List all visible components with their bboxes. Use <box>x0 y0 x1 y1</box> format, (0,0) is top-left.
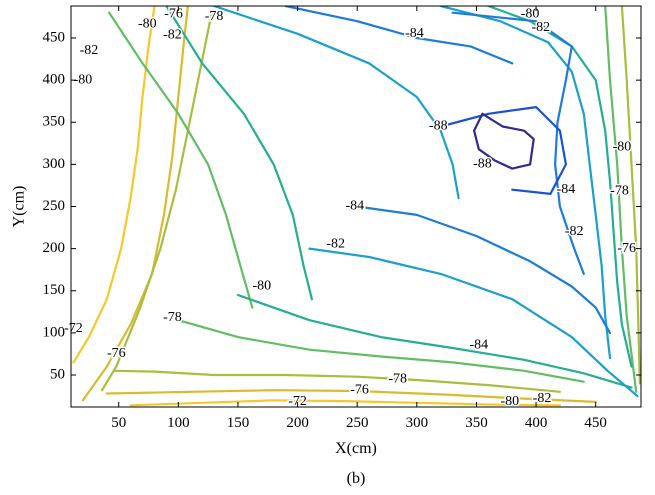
x-tick-label: 400 <box>525 415 548 431</box>
contour-line <box>620 6 641 385</box>
x-tick-label: 300 <box>406 415 429 431</box>
y-tick-label: 50 <box>50 366 65 382</box>
contour-line <box>473 112 535 170</box>
contour-label: -78 <box>205 9 224 24</box>
x-tick-label: 50 <box>111 415 126 431</box>
contour-label: -80 <box>74 72 93 87</box>
contour-label: -80 <box>500 394 519 409</box>
contour-line <box>129 399 562 407</box>
contour-line <box>284 6 514 65</box>
x-tick-label: 150 <box>227 415 250 431</box>
contour-label: -78 <box>163 310 182 325</box>
contour-line <box>81 6 189 402</box>
x-axis-ticks: 50 100 150 200 250 300 350 400 450 <box>111 6 607 431</box>
contour-label: -76 <box>164 7 183 22</box>
x-axis-title: X(cm) <box>335 440 377 457</box>
contour-label: -84 <box>345 199 364 214</box>
contour-label: -82 <box>533 391 552 406</box>
contour-line <box>236 293 633 389</box>
contour-line <box>604 6 638 393</box>
y-tick-label: 300 <box>43 156 66 172</box>
contour-labels: -76 -78-80-82 -84-80-82-82-80-88-88-84-82-… <box>63 5 638 410</box>
y-tick-label: 400 <box>43 72 66 88</box>
contour-label: -82 <box>80 43 99 58</box>
contour-label: -80 <box>252 279 271 294</box>
contour-label: -80 <box>138 17 157 32</box>
contour-line <box>177 319 585 383</box>
y-tick-label: 350 <box>43 114 66 130</box>
contour-line <box>165 6 313 301</box>
x-tick-label: 200 <box>286 415 309 431</box>
contour-line <box>100 11 213 392</box>
contour-line <box>356 205 612 334</box>
contour-line <box>112 369 562 393</box>
contour-label: -76 <box>107 346 126 361</box>
contour-label: -82 <box>163 28 182 43</box>
contour-line <box>439 6 612 360</box>
contour-label: -82 <box>531 20 550 35</box>
x-tick-label: 350 <box>465 415 488 431</box>
contour-label: -84 <box>557 182 576 197</box>
x-tick-label: 450 <box>584 415 607 431</box>
contour-label: -82 <box>326 237 345 252</box>
contour-line <box>487 6 633 368</box>
contour-label: -76 <box>350 382 369 397</box>
y-tick-label: 150 <box>43 282 66 298</box>
y-axis-title: Y(cm) <box>11 186 28 228</box>
contour-line <box>308 247 639 398</box>
contour-label: -88 <box>473 157 492 172</box>
x-tick-label: 250 <box>346 415 369 431</box>
contour-label: -82 <box>565 224 584 239</box>
contour-label: -78 <box>610 184 629 199</box>
contour-line <box>439 105 568 195</box>
x-tick-label: 100 <box>167 415 190 431</box>
y-tick-label: 100 <box>43 324 66 340</box>
contour-lines <box>72 6 641 407</box>
y-axis-ticks: 50 100 150 200 250 300 350 400 450 <box>43 29 641 382</box>
contour-line <box>213 6 460 200</box>
contour-line <box>451 11 585 275</box>
contour-label: -78 <box>388 371 407 386</box>
contour-line <box>108 11 254 309</box>
contour-line <box>72 6 156 364</box>
contour-label: -72 <box>64 321 83 336</box>
contour-label: -72 <box>288 394 307 409</box>
contour-line <box>105 389 597 403</box>
contour-label: -76 <box>617 241 636 256</box>
contour-label: -88 <box>429 119 448 134</box>
contour-label: -84 <box>469 338 488 353</box>
y-tick-label: 450 <box>43 29 66 45</box>
contour-label: -84 <box>405 26 424 41</box>
y-tick-label: 200 <box>43 240 66 256</box>
y-tick-label: 250 <box>43 198 66 214</box>
contour-label: -80 <box>521 7 540 22</box>
figure-caption: (b) <box>347 470 366 487</box>
contour-label: -80 <box>613 140 632 155</box>
